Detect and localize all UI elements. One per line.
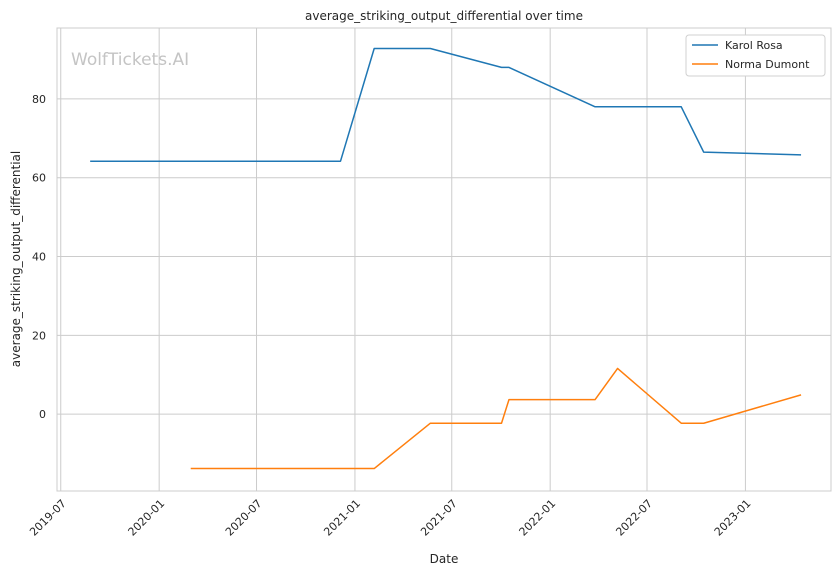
watermark: WolfTickets.AI [71,50,189,70]
legend-box [685,34,826,77]
series-lines [90,47,802,470]
legend-label-norma-dumont: Norma Dumont [725,58,810,71]
legend-label-karol-rosa: Karol Rosa [725,39,783,52]
y-tick-label: 20 [32,329,46,342]
y-tick-label: 0 [39,408,46,421]
x-tick-label: 2023-01 [712,497,754,539]
legend: Karol Rosa Norma Dumont [685,34,826,77]
grid [57,28,831,491]
x-tick-label: 2022-01 [517,497,559,539]
x-tick-label: 2021-01 [321,497,363,539]
plot-area [56,27,832,492]
chart-title: average_striking_output_differential ove… [305,9,583,23]
x-tick-label: 2021-07 [418,497,460,539]
x-tick-label: 2020-01 [126,497,168,539]
y-tick-label: 80 [32,93,46,106]
series-line-norma-dumont [190,367,802,470]
x-tick-label: 2019-07 [27,497,69,539]
y-axis-label: average_striking_output_differential [9,151,23,367]
x-axis-label: Date [430,552,459,566]
y-tick-label: 60 [32,172,46,185]
x-tick-label: 2020-07 [223,497,265,539]
series-line-karol-rosa [90,47,802,162]
y-tick-label: 40 [32,251,46,264]
x-tick-label: 2022-07 [613,497,655,539]
